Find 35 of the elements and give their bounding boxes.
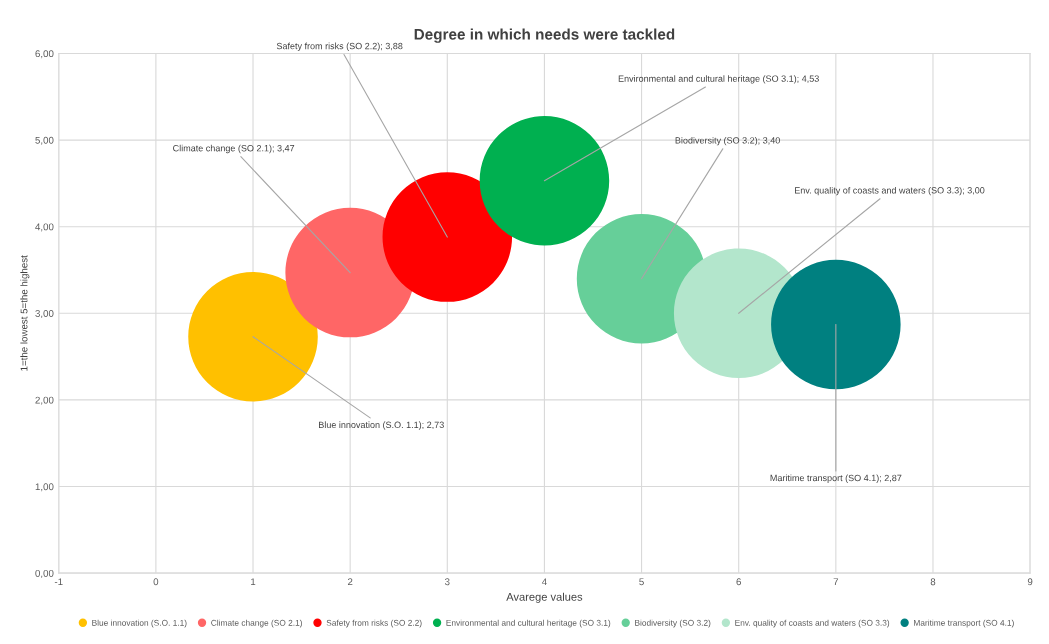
x-tick-label: 5	[639, 578, 644, 586]
y-tick-label: 6,00	[35, 50, 54, 59]
legend-label: Blue innovation (S.O. 1.1)	[92, 619, 187, 628]
y-tick-label: 4,00	[35, 223, 54, 232]
legend-label: Climate change (SO 2.1)	[211, 619, 302, 628]
annotation: Climate change (SO 2.1); 3,47	[173, 144, 295, 154]
x-tick-label: 3	[444, 578, 450, 586]
x-tick-label: 4	[541, 578, 547, 586]
annotation: Safety from risks (SO 2.2); 3,88	[276, 42, 403, 52]
legend-label: Safety from risks (SO 2.2)	[326, 619, 422, 628]
x-tick-label: 7	[833, 578, 839, 586]
annotation: Environmental and cultural heritage (SO 3.1); 4,53	[618, 75, 819, 84]
x-tick-label: 6	[736, 578, 741, 586]
legend-label: Env. quality of coasts and waters (SO 3.3)	[735, 619, 890, 628]
annotation: Maritime transport (SO 4.1); 2,87	[770, 474, 902, 483]
annotation: Blue innovation (S.O. 1.1); 2,73	[319, 421, 444, 430]
y-tick-label: 0,00	[35, 569, 54, 578]
annotation: Biodiversity (SO 3.2); 3,40	[675, 136, 780, 146]
y-tick-label: 5,00	[35, 136, 54, 145]
legend-label: Maritime transport (SO 4.1)	[914, 619, 1014, 628]
legend-label: Environmental and cultural heritage (SO 3.1)	[446, 619, 611, 628]
chart-title: Degree in which needs were tackled	[414, 28, 675, 43]
annotation: Env. quality of coasts and waters (SO 3.3); 3,00	[795, 186, 985, 196]
x-tick-label: 9	[1027, 578, 1033, 586]
x-tick-label: 8	[930, 578, 936, 586]
x-tick-label: 0	[153, 578, 159, 586]
y-axis-title: 1=the lowest 5=the highest	[20, 255, 30, 371]
y-tick-label: 3,00	[35, 310, 54, 319]
x-tick-label: 2	[347, 578, 353, 586]
x-axis-title: Avarege values	[506, 592, 583, 603]
x-tick-label: -1	[54, 578, 63, 586]
x-tick-label: 1	[251, 578, 256, 586]
y-tick-label: 2,00	[35, 396, 54, 405]
y-tick-label: 1,00	[35, 483, 54, 492]
legend-label: Biodiversity (SO 3.2)	[635, 619, 711, 628]
